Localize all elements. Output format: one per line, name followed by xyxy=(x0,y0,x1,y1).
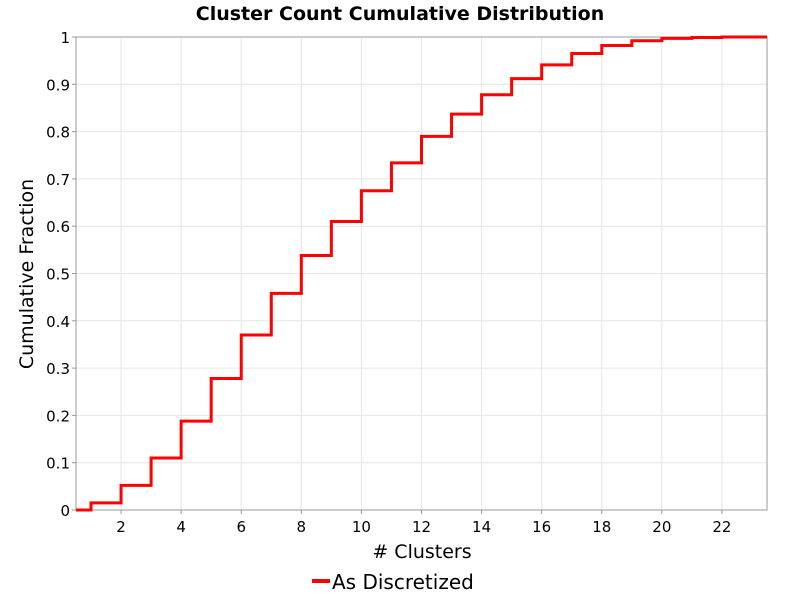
x-tick-label: 12 xyxy=(412,518,431,536)
y-axis-label: Cumulative Fraction xyxy=(16,179,38,369)
x-tick-label: 22 xyxy=(712,518,731,536)
x-tick-label: 10 xyxy=(352,518,371,536)
y-tick-label: 0 xyxy=(60,502,70,520)
y-axis-ticks: 0 0.1 0.2 0.3 0.4 0.5 0.6 0.7 0.8 0.9 1 xyxy=(46,29,76,520)
y-tick-label: 0.3 xyxy=(46,360,70,378)
chart-title: Cluster Count Cumulative Distribution xyxy=(196,3,604,25)
series-layer xyxy=(76,35,767,512)
x-tick-label: 14 xyxy=(472,518,491,536)
x-tick-label: 4 xyxy=(176,518,186,536)
x-tick-label: 18 xyxy=(592,518,611,536)
grid-lines xyxy=(76,36,767,511)
y-tick-label: 0.8 xyxy=(46,124,70,142)
legend: As Discretized xyxy=(312,570,474,594)
y-tick-label: 0.2 xyxy=(46,407,70,425)
x-axis-label: # Clusters xyxy=(372,541,471,563)
y-tick-label: 0.9 xyxy=(46,76,70,94)
y-tick-label: 1 xyxy=(60,29,70,47)
x-axis-ticks: 2 4 6 8 10 12 14 16 18 20 22 xyxy=(116,510,731,536)
series-line-0 xyxy=(76,35,767,512)
x-tick-label: 8 xyxy=(297,518,307,536)
y-tick-label: 0.1 xyxy=(46,455,70,473)
y-tick-label: 0.7 xyxy=(46,171,70,189)
x-tick-label: 16 xyxy=(532,518,551,536)
y-tick-label: 0.6 xyxy=(46,218,70,236)
y-tick-label: 0.5 xyxy=(46,266,70,284)
y-tick-label: 0.4 xyxy=(46,313,70,331)
x-tick-label: 2 xyxy=(116,518,126,536)
x-tick-label: 20 xyxy=(652,518,671,536)
legend-label-as-discretized: As Discretized xyxy=(332,570,474,594)
x-tick-label: 6 xyxy=(236,518,246,536)
